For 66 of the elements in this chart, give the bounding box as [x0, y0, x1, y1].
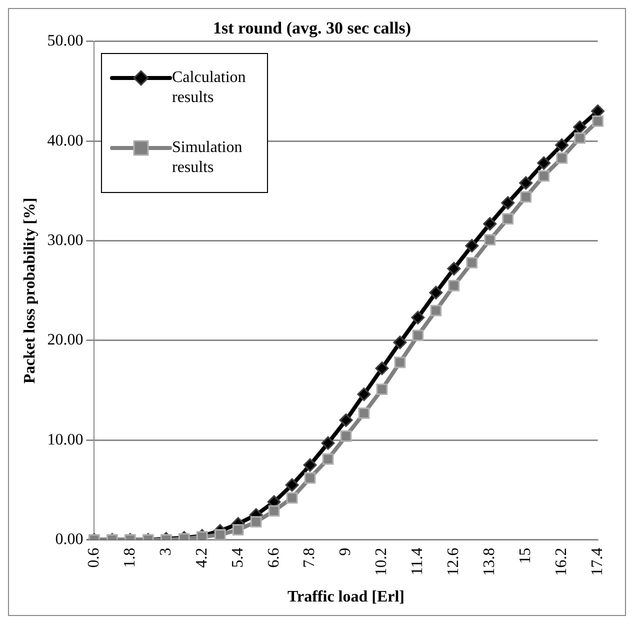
point	[520, 191, 532, 203]
point	[465, 238, 479, 252]
point	[285, 478, 299, 492]
x-tick-label: 16.2	[553, 548, 570, 576]
point	[214, 529, 226, 540]
y-tick-label: 20.00	[47, 332, 84, 349]
x-tick-label: 13.8	[481, 548, 498, 576]
point	[483, 217, 497, 231]
point	[196, 531, 208, 540]
point	[304, 472, 316, 484]
point	[501, 196, 515, 210]
point	[574, 132, 586, 144]
point	[429, 286, 443, 300]
x-tick-label: 3	[157, 548, 174, 556]
y-tick-label: 0.00	[55, 531, 84, 548]
x-tick-label: 9	[337, 548, 354, 556]
point	[448, 280, 460, 292]
point	[556, 152, 568, 164]
point	[592, 115, 604, 127]
point	[286, 492, 298, 504]
y-axis-title: Packet loss probability [%]	[22, 198, 39, 384]
x-tick-label: 0.6	[85, 548, 102, 568]
x-tick-label: 10.2	[373, 548, 390, 576]
legend-label: Calculation results	[172, 68, 247, 108]
point	[376, 384, 388, 395]
point	[375, 362, 389, 376]
y-tick-label: 40.00	[47, 132, 84, 150]
point	[502, 213, 514, 225]
x-tick-label: 7.8	[301, 548, 318, 568]
x-tick-label: 6.6	[265, 548, 282, 568]
x-tick-label: 15	[517, 548, 534, 564]
x-axis-title: Traffic load [Erl]	[287, 588, 405, 606]
point	[538, 170, 550, 182]
point	[484, 234, 496, 246]
point	[340, 430, 352, 442]
point	[268, 505, 280, 517]
x-tick-label: 11.4	[409, 548, 426, 576]
point	[232, 524, 244, 536]
point	[393, 336, 407, 350]
y-tick-label: 30.00	[47, 232, 84, 249]
x-tick-label: 17.4	[589, 548, 606, 576]
point	[303, 458, 317, 472]
chart-title: 1st round (avg. 30 sec calls)	[212, 18, 412, 38]
point	[358, 408, 370, 419]
point	[537, 156, 551, 170]
point	[573, 120, 587, 134]
x-tick-label: 5.4	[229, 548, 246, 568]
point	[321, 436, 335, 450]
point	[447, 262, 461, 276]
y-tick-label: 10.00	[47, 431, 84, 448]
point	[394, 356, 406, 368]
point	[555, 138, 569, 152]
x-tick-label: 1.8	[121, 548, 138, 568]
y-tick-label: 50.00	[47, 32, 84, 50]
point	[412, 330, 424, 342]
point	[357, 388, 371, 402]
point	[339, 413, 353, 427]
point	[519, 176, 533, 190]
x-tick-label: 12.6	[445, 548, 462, 576]
point	[250, 516, 262, 528]
legend-label: Simulation results	[172, 138, 244, 178]
point	[466, 256, 478, 268]
point	[322, 453, 334, 465]
x-tick-label: 4.2	[193, 548, 210, 568]
point	[430, 304, 442, 316]
point	[411, 310, 425, 324]
